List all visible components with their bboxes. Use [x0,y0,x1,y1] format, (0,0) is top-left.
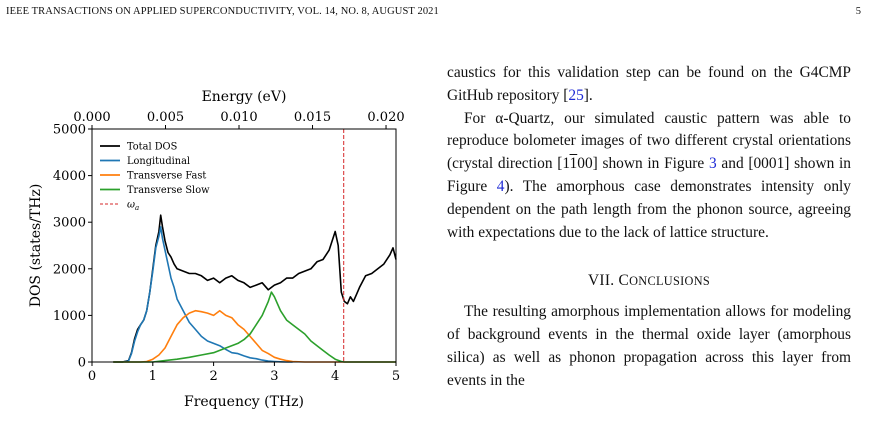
y-tick-label: 4000 [53,169,86,184]
y-tick-label: 1000 [53,309,86,324]
legend-label-omega: ωa [127,200,139,213]
legend-label: Transverse Slow [127,185,210,196]
legend-label: Total DOS [127,142,177,153]
top-axis-label: Energy (eV) [202,89,287,105]
x-tick-label: 1 [149,369,157,384]
paragraph-quartz: For α-Quartz, our simulated caustic patt… [447,109,851,241]
x-axis-label: Frequency (THz) [184,394,304,410]
citation-link[interactable]: 25 [568,86,584,104]
top-tick-label: 0.010 [220,110,257,125]
x-tick-label: 2 [209,369,217,384]
running-head: IEEE TRANSACTIONS ON APPLIED SUPERCONDUC… [6,6,439,17]
x-tick-label: 3 [270,369,278,384]
paragraph-caustics: caustics for this validation step can be… [447,64,851,104]
y-axis-label: DOS (states/THz) [28,184,44,308]
page-number: 5 [855,6,861,17]
series-line-1 [113,226,293,363]
figure-4-link[interactable]: 4 [496,177,505,195]
series-line-0 [113,214,397,363]
text-column: caustics for this validation step can be… [447,62,851,392]
legend-label: Transverse Fast [127,171,206,182]
top-tick-label: 0.000 [73,110,110,125]
top-tick-label: 0.015 [294,110,331,125]
legend-label: Longitudinal [127,156,190,167]
figure-3-link[interactable]: 3 [709,155,717,173]
top-tick-label: 0.005 [147,110,184,125]
y-tick-label: 0 [78,356,86,371]
paragraph-conclusions: The resulting amorphous implementation a… [447,303,851,389]
x-tick-label: 5 [392,369,400,384]
x-tick-label: 0 [88,369,96,384]
section-heading: VII. CONCLUSIONS [587,272,711,290]
series-line-2 [113,309,396,363]
top-tick-label: 0.020 [367,110,404,125]
y-tick-label: 5000 [53,123,86,138]
plot-frame [91,128,397,363]
y-tick-label: 2000 [53,262,86,277]
y-tick-label: 3000 [53,216,86,231]
series-line-3 [113,291,396,363]
x-tick-label: 4 [331,369,339,384]
